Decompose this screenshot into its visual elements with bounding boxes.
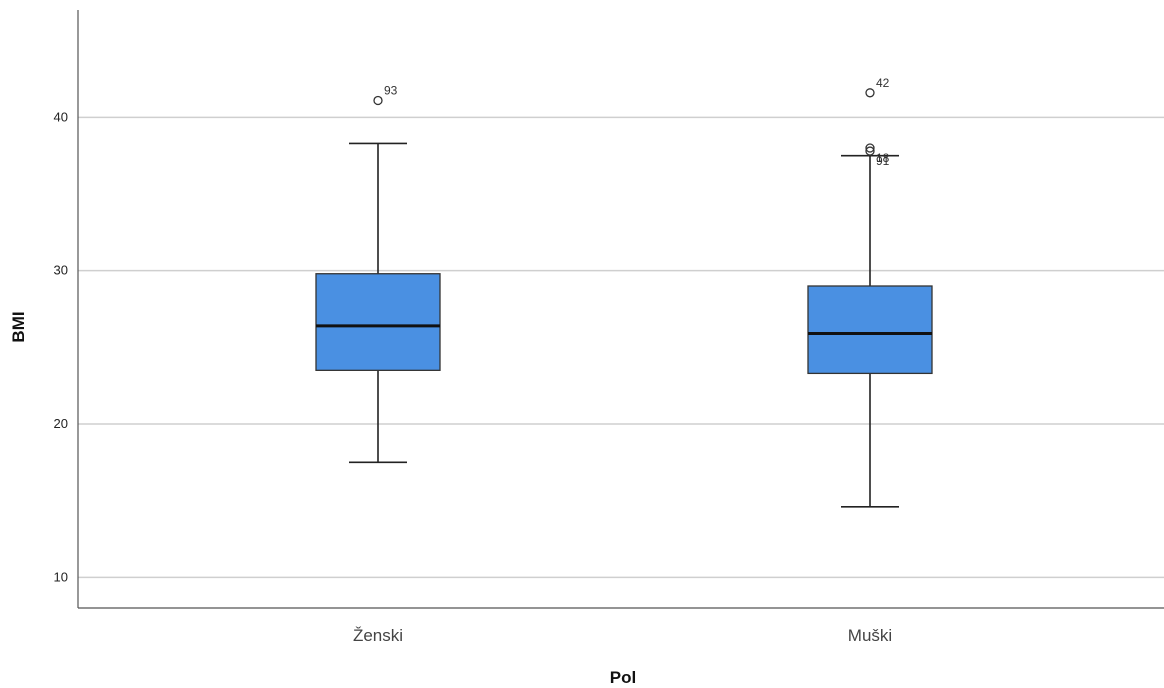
y-tick-label: 40 xyxy=(54,109,68,124)
outlier-label: 91 xyxy=(876,154,890,168)
x-tick-label: Muški xyxy=(848,626,892,645)
box-1: 93 xyxy=(315,83,441,464)
x-tick-label: Ženski xyxy=(353,626,403,645)
gridlines xyxy=(78,116,1164,579)
y-axis-title: BMI xyxy=(9,311,28,342)
x-tick-labels: Ženski Muški xyxy=(353,626,892,645)
box-iqr xyxy=(315,273,441,371)
outlier-label: 93 xyxy=(384,83,398,97)
outlier-label: 42 xyxy=(876,76,890,90)
outlier-point xyxy=(865,88,875,98)
y-tick-label: 30 xyxy=(54,263,68,278)
outlier-point xyxy=(373,95,383,106)
outlier-point xyxy=(865,143,875,153)
y-tick-label: 20 xyxy=(54,416,68,431)
y-tick-labels: 10 20 30 40 xyxy=(54,109,68,584)
outlier-point xyxy=(865,146,875,156)
box-iqr xyxy=(807,285,933,375)
y-tick-label: 10 xyxy=(54,569,68,584)
axes xyxy=(77,10,1164,609)
outlier-label: 18 xyxy=(876,151,890,165)
x-axis-title: Pol xyxy=(610,668,636,687)
